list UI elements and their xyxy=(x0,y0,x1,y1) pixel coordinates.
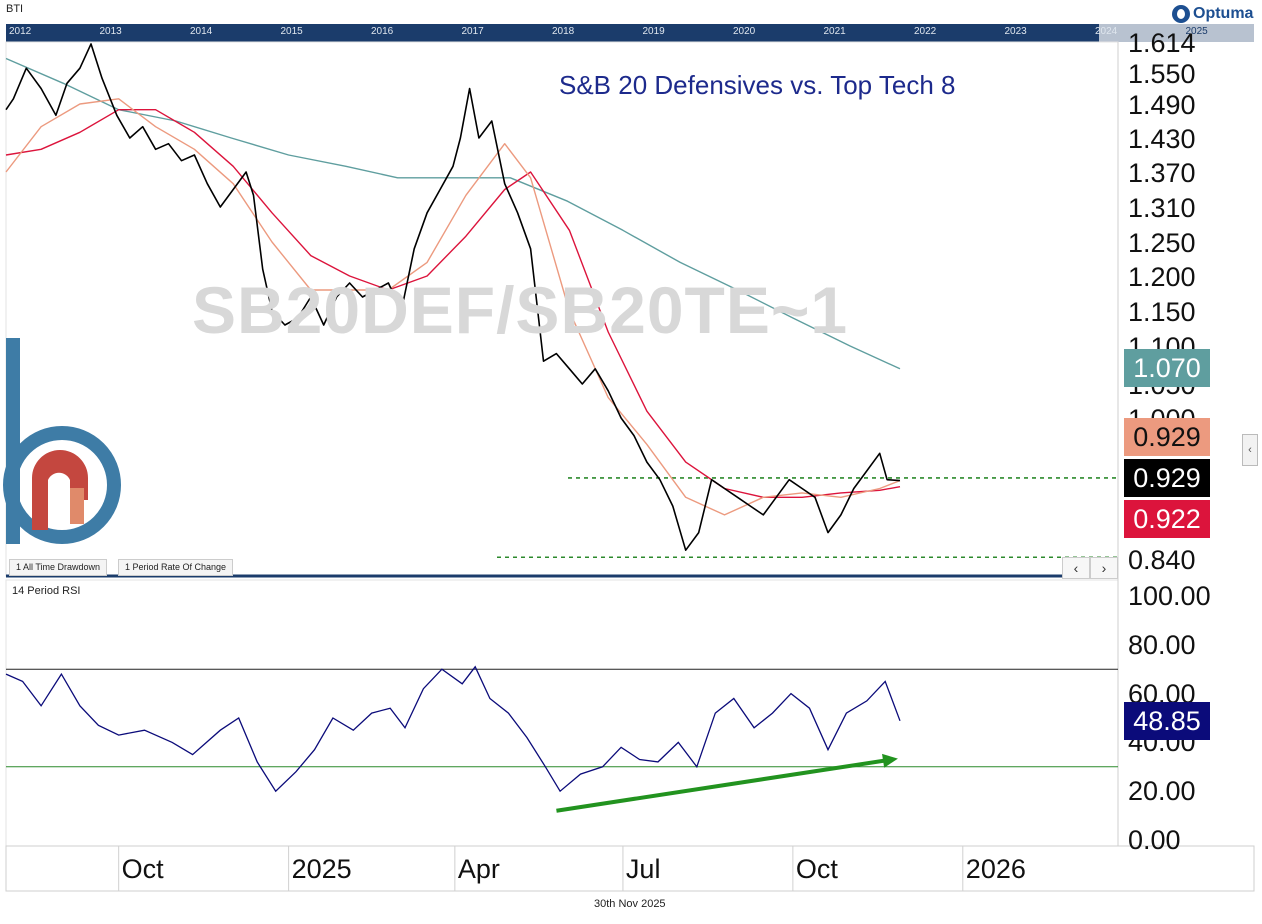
timeline-year-label: 2024 xyxy=(1095,26,1118,37)
brand-mark-symbol xyxy=(32,450,88,530)
date-footer: 30th Nov 2025 xyxy=(594,898,666,910)
chevron-left-icon: ‹ xyxy=(1073,560,1079,576)
chart-title: S&B 20 Defensives vs. Top Tech 8 xyxy=(559,70,956,100)
price-tick-label: 1.490 xyxy=(1128,90,1196,120)
ma200-value-badge: 1.070 xyxy=(1124,349,1210,387)
chevron-left-icon: ‹ xyxy=(1248,444,1252,456)
tab-all-time-drawdown[interactable]: 1 All Time Drawdown xyxy=(9,559,108,576)
x-tick-label: Apr xyxy=(457,854,500,884)
timeline-year-label: 2022 xyxy=(914,26,937,37)
price-line xyxy=(5,43,901,551)
timeline-year-label: 2014 xyxy=(190,26,213,37)
timeline-year-label: 2018 xyxy=(552,26,575,37)
timeline-year-label: 2012 xyxy=(9,26,32,37)
timeline-year-label: 2016 xyxy=(371,26,394,37)
tab-rate-of-change[interactable]: 1 Period Rate Of Change xyxy=(118,559,234,576)
timeline-navigator[interactable]: 2012 2013 2014 2015 2016 2017 2018 2019 2020 2021… xyxy=(6,24,1254,42)
rsi-tick-label: 100.00 xyxy=(1128,581,1211,611)
timeline-year-label: 2019 xyxy=(642,26,665,37)
ticker-label: BTI xyxy=(6,3,24,15)
price-tick-label: 1.614 xyxy=(1128,28,1196,58)
chart-watermark: SB20DEF/SB20TE~1 xyxy=(192,273,849,347)
scroll-right-button[interactable]: › xyxy=(1090,557,1118,579)
x-axis-frame xyxy=(5,845,1255,892)
timeline-year-label: 2023 xyxy=(1004,26,1027,37)
brand-mark-accent xyxy=(70,488,84,524)
rsi-value-badge: 48.85 xyxy=(1124,702,1210,740)
price-tick-label: 1.430 xyxy=(1128,124,1196,154)
ma100-value-badge: 0.922 xyxy=(1124,500,1210,538)
rsi-panel-frame xyxy=(5,579,1119,847)
ma50-value-badge: 0.929 xyxy=(1124,418,1210,456)
x-tick-label: 2026 xyxy=(965,854,1026,884)
rsi-line xyxy=(5,665,901,793)
timeline-year-label: 2021 xyxy=(823,26,846,37)
chevron-right-icon: › xyxy=(1101,560,1107,576)
ma50-line xyxy=(5,98,901,516)
price-tick-label: 1.200 xyxy=(1128,262,1196,292)
rsi-tick-label: 20.00 xyxy=(1128,776,1196,807)
rsi-panel-label: 14 Period RSI xyxy=(12,585,81,597)
price-tick-label: 1.550 xyxy=(1128,59,1196,89)
x-tick-label: 2025 xyxy=(291,854,352,884)
timeline-year-label: 2025 xyxy=(1185,26,1208,37)
last-price-badge: 0.929 xyxy=(1124,459,1210,497)
brand-name: Optuma xyxy=(1193,5,1254,22)
price-tick-label: 1.370 xyxy=(1128,158,1196,188)
price-tick-label: 1.310 xyxy=(1128,193,1196,223)
optuma-logo: Optuma xyxy=(1172,3,1253,25)
rsi-tick-label: 0.00 xyxy=(1128,825,1181,855)
timeline-year-label: 2015 xyxy=(280,26,303,37)
divergence-arrow-shaft xyxy=(556,757,893,813)
x-tick-label: Jul xyxy=(625,854,661,884)
timeline-year-label: 2020 xyxy=(733,26,756,37)
optuma-logo-icon xyxy=(1172,5,1190,23)
ma200-line xyxy=(5,57,901,370)
price-tick-label: 0.840 xyxy=(1128,545,1196,575)
divergence-arrow-head xyxy=(882,753,898,768)
timeline-selection[interactable] xyxy=(1099,24,1254,42)
timeline-year-label: 2013 xyxy=(99,26,122,37)
price-tick-label: 1.250 xyxy=(1128,228,1196,258)
brand-mark-ring xyxy=(3,426,121,544)
rsi-tick-label: 80.00 xyxy=(1128,629,1196,660)
scroll-left-button[interactable]: ‹ xyxy=(1062,557,1090,579)
x-tick-label: Oct xyxy=(121,854,164,884)
collapse-panel-button[interactable]: ‹ xyxy=(1242,434,1258,466)
x-tick-label: Oct xyxy=(795,854,838,884)
timeline-year-label: 2017 xyxy=(461,26,484,37)
price-tick-label: 1.150 xyxy=(1128,297,1196,327)
